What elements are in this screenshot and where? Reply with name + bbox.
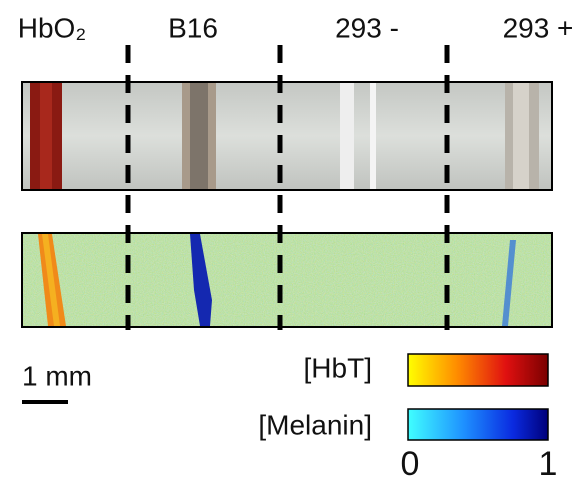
sample-label: B16 <box>168 12 218 43</box>
colorbar-label: [HbT] <box>304 352 372 383</box>
sample-label: 293 - <box>335 12 399 43</box>
photo-panel <box>21 81 553 191</box>
colorbar <box>407 408 549 441</box>
sample-label: 293 + <box>503 12 574 43</box>
sample-label: HbO₂ <box>18 12 86 43</box>
separators <box>125 45 450 330</box>
map-panel <box>21 232 553 328</box>
colorbar <box>407 353 549 387</box>
colorbar-tick: 1 <box>539 445 558 483</box>
colorbar-tick: 0 <box>401 445 420 483</box>
scale-bar-label: 1 mm <box>22 360 92 391</box>
colorbar-label: [Melanin] <box>258 409 372 440</box>
